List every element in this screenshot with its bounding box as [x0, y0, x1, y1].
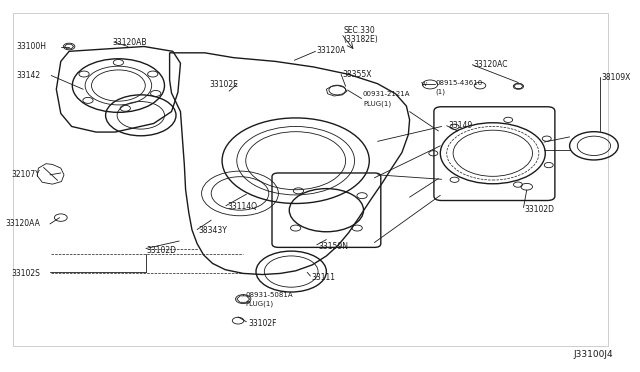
Text: 33102D: 33102D	[525, 205, 555, 214]
Text: 08931-5081A: 08931-5081A	[246, 292, 293, 298]
Text: 33100H: 33100H	[17, 42, 47, 51]
Text: 33120AA: 33120AA	[6, 219, 40, 228]
Text: 33102E: 33102E	[210, 80, 239, 89]
Text: J33100J4: J33100J4	[573, 350, 613, 359]
Text: 33120A: 33120A	[317, 46, 346, 55]
Text: SEC.330: SEC.330	[343, 26, 375, 35]
Text: 08915-43610: 08915-43610	[435, 80, 483, 86]
Bar	[13, 13, 608, 346]
Text: 32107Y: 32107Y	[12, 170, 40, 179]
Text: 00931-2121A: 00931-2121A	[363, 91, 410, 97]
Text: (33182E): (33182E)	[343, 35, 378, 44]
Text: 33120AB: 33120AB	[112, 38, 147, 46]
Text: 38109X: 38109X	[602, 73, 631, 81]
Text: 33120AC: 33120AC	[474, 60, 508, 69]
Text: PLUG(1): PLUG(1)	[246, 301, 274, 307]
Text: 33142: 33142	[16, 71, 40, 80]
Text: 33102F: 33102F	[248, 319, 277, 328]
Text: 33102S: 33102S	[12, 269, 40, 278]
Text: 38343Y: 38343Y	[198, 226, 227, 235]
Text: (1): (1)	[435, 88, 445, 95]
Text: PLUG(1): PLUG(1)	[363, 101, 391, 108]
Text: 33102D: 33102D	[146, 246, 176, 255]
Text: 33111: 33111	[312, 273, 336, 282]
Text: 33149: 33149	[448, 121, 472, 130]
Text: 33114Q: 33114Q	[227, 202, 257, 211]
Text: W: W	[421, 82, 428, 87]
Text: 33159N: 33159N	[318, 242, 348, 251]
Text: 38355X: 38355X	[342, 70, 372, 79]
